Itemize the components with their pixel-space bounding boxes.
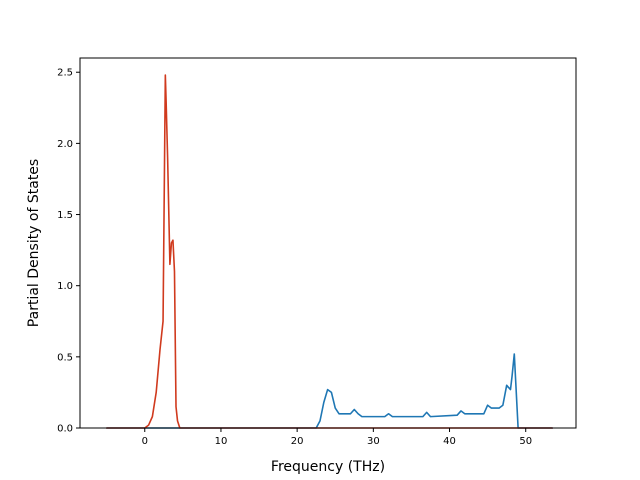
y-tick-label: 1.0	[57, 281, 73, 292]
y-tick-label: 1.5	[57, 210, 73, 221]
series-line-1	[105, 353, 554, 429]
y-tick-label: 0.5	[57, 352, 73, 363]
x-tick-label: 50	[519, 436, 532, 447]
y-tick-label: 2.5	[57, 68, 73, 79]
y-tick-label: 2.0	[57, 139, 73, 150]
x-tick-label: 10	[215, 436, 228, 447]
y-tick-label: 0.0	[57, 424, 73, 435]
x-axis-title: Frequency (THz)	[271, 459, 385, 475]
x-tick-label: 20	[291, 436, 304, 447]
y-axis-ticks: 0.0 0.5 1.0 1.5 2.0 2.5	[57, 68, 80, 435]
series-line-2	[105, 74, 554, 429]
x-tick-label: 0	[142, 436, 148, 447]
y-axis-title: Partial Density of States	[26, 159, 42, 327]
x-axis-ticks: 0 10 20 30 40 50	[142, 428, 532, 447]
plot-frame	[79, 57, 577, 429]
x-tick-label: 40	[443, 436, 456, 447]
series-layer	[105, 74, 554, 429]
x-tick-label: 30	[367, 436, 380, 447]
plot-area	[80, 58, 576, 428]
